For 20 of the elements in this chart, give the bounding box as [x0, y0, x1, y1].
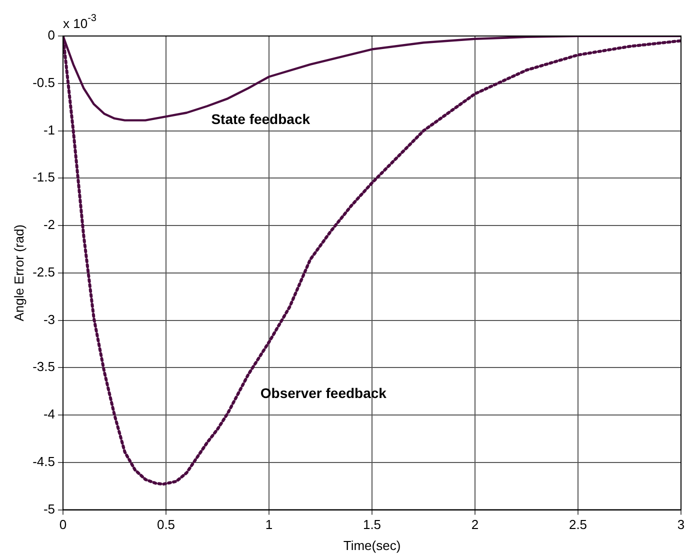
x-tick-label: 2 — [471, 517, 479, 532]
y-tick-label: -0.5 — [32, 74, 55, 90]
y-tick-label: -4 — [43, 406, 55, 422]
y-tick-label: -1.5 — [32, 170, 55, 185]
y-tick-label: -2.5 — [32, 264, 55, 280]
y-tick-label: -1 — [43, 122, 55, 138]
x-axis-title: Time(sec) — [343, 538, 401, 553]
x-tick-label: 2.5 — [568, 517, 588, 532]
x-tick-label: 1.5 — [362, 517, 382, 532]
y-axis-title: Angle Error (rad) — [11, 224, 26, 322]
x-tick-label: 1 — [265, 517, 273, 532]
y-tick-label: 0 — [48, 28, 55, 43]
x-tick-label: 0 — [59, 517, 67, 532]
y-tick-label: -5 — [43, 501, 55, 516]
y-tick-label: -4.5 — [32, 454, 55, 469]
y-tick-label: -2 — [43, 217, 55, 232]
y-tick-label: -3.5 — [32, 359, 55, 374]
x-tick-label: 3 — [677, 517, 685, 532]
y-tick-label: -3 — [43, 312, 55, 327]
x-tick-label: 0.5 — [156, 517, 176, 532]
